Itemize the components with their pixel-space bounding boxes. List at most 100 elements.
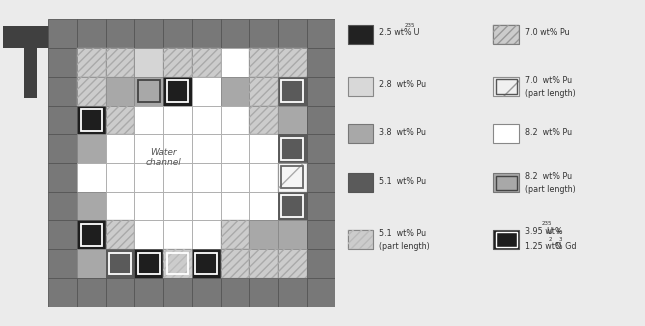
Bar [106, 106, 135, 134]
Bar [135, 220, 163, 249]
Bar [163, 48, 192, 77]
Bar [192, 106, 221, 134]
Bar [138, 80, 160, 102]
Bar [278, 192, 307, 220]
Bar [278, 249, 307, 278]
Bar [192, 48, 221, 77]
Bar [106, 77, 135, 106]
Text: (part length): (part length) [524, 185, 575, 194]
Text: (part length): (part length) [524, 89, 575, 97]
Bar [307, 163, 335, 192]
Bar [307, 192, 335, 220]
Bar [192, 249, 221, 278]
Bar [48, 163, 77, 192]
Bar [135, 249, 163, 278]
Text: (part length): (part length) [379, 242, 430, 251]
Bar [48, 77, 77, 106]
Bar [221, 20, 250, 48]
Bar [249, 249, 278, 278]
Text: 5.1  wt% Pu: 5.1 wt% Pu [379, 177, 426, 186]
Text: 5.1  wt% Pu: 5.1 wt% Pu [379, 229, 426, 238]
Bar [348, 77, 373, 96]
Bar [24, 29, 37, 98]
Bar [493, 77, 519, 96]
Bar [307, 249, 335, 278]
Bar [48, 249, 77, 278]
Bar [77, 20, 106, 48]
Bar [278, 48, 307, 77]
Text: 2.5 wt%: 2.5 wt% [379, 28, 412, 37]
Bar [163, 134, 192, 163]
Bar [249, 48, 278, 77]
Bar [106, 134, 135, 163]
Bar [81, 224, 103, 246]
Bar [278, 249, 307, 278]
Bar [166, 253, 188, 274]
Bar [135, 20, 163, 48]
Bar [348, 125, 373, 143]
Text: U: U [411, 28, 420, 37]
Bar [163, 192, 192, 220]
Bar [135, 278, 163, 306]
Bar [249, 48, 278, 77]
Bar [249, 106, 278, 134]
Text: 1.25 wt% Gd: 1.25 wt% Gd [524, 242, 576, 251]
Bar [77, 134, 106, 163]
Bar [135, 77, 163, 106]
Bar [249, 278, 278, 306]
Bar [307, 77, 335, 106]
Bar [77, 48, 106, 77]
Bar [307, 220, 335, 249]
Bar [135, 48, 163, 77]
Bar [221, 106, 250, 134]
Bar [192, 192, 221, 220]
Bar [163, 249, 192, 278]
Bar [192, 278, 221, 306]
Bar [135, 106, 163, 134]
Text: Water
channel: Water channel [145, 148, 181, 167]
Bar [493, 173, 519, 192]
Bar [281, 195, 303, 217]
Text: 3.95 wt%: 3.95 wt% [524, 227, 562, 236]
Bar [221, 220, 250, 249]
Bar [493, 77, 519, 96]
Bar [192, 163, 221, 192]
Bar [493, 230, 519, 249]
Bar [77, 220, 106, 249]
Bar [249, 249, 278, 278]
Bar [109, 253, 131, 274]
Bar [163, 249, 192, 278]
Bar [135, 163, 163, 192]
Text: 2.8  wt% Pu: 2.8 wt% Pu [379, 80, 426, 89]
Bar [221, 48, 250, 77]
Bar [278, 220, 307, 249]
Bar [221, 77, 250, 106]
Bar [278, 77, 307, 106]
Bar [77, 249, 106, 278]
Text: 7.0 wt% Pu: 7.0 wt% Pu [524, 28, 569, 37]
Bar [249, 20, 278, 48]
Bar [135, 134, 163, 163]
Bar [278, 134, 307, 163]
Bar [106, 192, 135, 220]
Bar [221, 134, 250, 163]
Bar [138, 253, 160, 274]
Bar [278, 20, 307, 48]
Bar [77, 106, 106, 134]
Bar [192, 220, 221, 249]
Bar [163, 163, 192, 192]
Bar [278, 106, 307, 134]
Bar [278, 163, 307, 192]
Bar [163, 77, 192, 106]
Bar [281, 167, 303, 188]
Bar [77, 192, 106, 220]
Bar [307, 278, 335, 306]
Bar [221, 278, 250, 306]
Bar [249, 192, 278, 220]
Text: 2: 2 [549, 237, 552, 242]
Bar [307, 106, 335, 134]
Bar [163, 20, 192, 48]
Bar [106, 106, 135, 134]
Bar [77, 278, 106, 306]
Bar [163, 278, 192, 306]
